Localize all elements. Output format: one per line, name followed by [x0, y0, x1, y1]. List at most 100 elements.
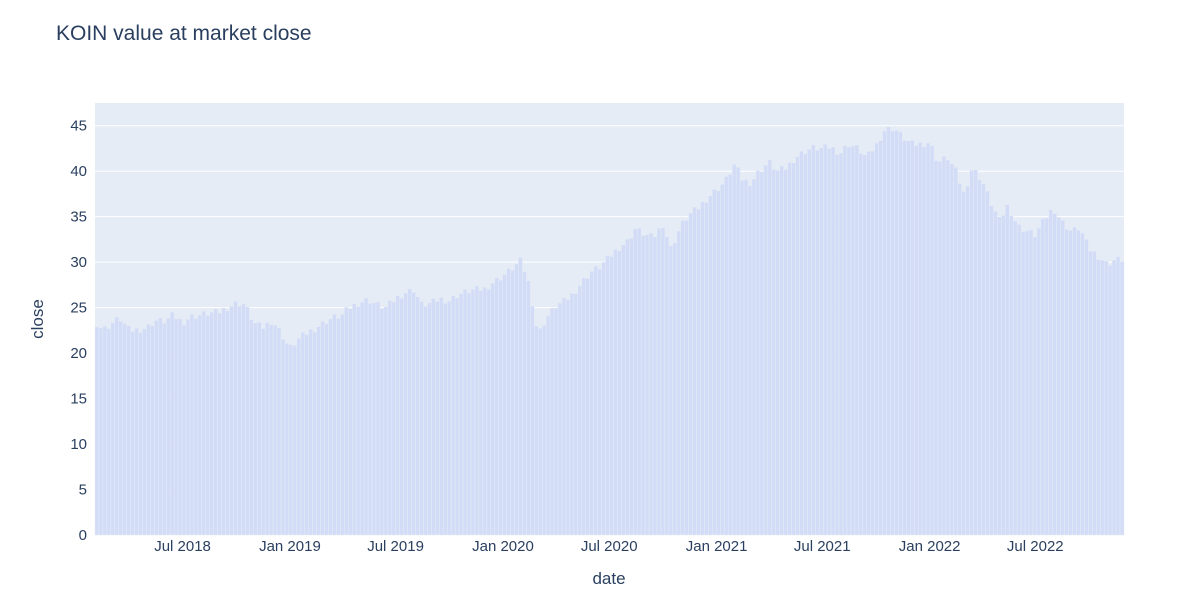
close-bar: [617, 250, 622, 536]
close-bar: [779, 165, 784, 536]
close-bar: [609, 256, 614, 536]
close-bar: [470, 289, 476, 536]
close-bar: [878, 140, 883, 536]
close-bar: [625, 238, 630, 536]
close-bar: [225, 310, 230, 536]
close-bar: [803, 153, 808, 536]
close-bar: [862, 154, 867, 536]
x-tick-label: Jul 2018: [154, 538, 211, 555]
close-bar: [712, 189, 717, 536]
close-bar: [842, 145, 848, 536]
x-tick-label: Jan 2021: [686, 538, 748, 555]
close-bar: [783, 169, 788, 536]
close-bar: [961, 191, 966, 536]
close-bar: [890, 130, 895, 536]
close-bar: [126, 325, 131, 536]
close-bar: [359, 301, 365, 536]
close-bar: [929, 145, 935, 536]
close-bar: [130, 331, 135, 536]
x-tick-label: Jan 2019: [259, 538, 321, 555]
close-bar: [589, 271, 594, 536]
close-bar: [217, 312, 222, 536]
close-bar: [561, 297, 567, 536]
close-bar: [304, 334, 309, 536]
close-bar: [316, 326, 321, 536]
close-bar: [94, 326, 100, 536]
close-bar: [264, 322, 270, 536]
close-bar: [486, 288, 492, 536]
close-bar: [692, 206, 697, 536]
close-bar: [490, 282, 495, 536]
close-bar: [522, 271, 527, 536]
close-bar: [213, 308, 218, 536]
close-bar: [146, 323, 151, 536]
close-bar: [150, 325, 155, 536]
close-bar: [838, 152, 844, 536]
close-bar: [1032, 236, 1038, 536]
close-bar: [371, 302, 377, 536]
close-bar: [846, 146, 852, 536]
close-bar: [902, 140, 907, 536]
close-bar: [549, 307, 555, 536]
close-bar: [296, 337, 302, 536]
close-bar: [787, 162, 792, 536]
close-bar: [858, 153, 864, 536]
close-bar: [696, 208, 701, 536]
close-bar: [700, 201, 705, 536]
close-bar: [553, 307, 559, 536]
close-bar: [268, 324, 274, 536]
close-bar: [185, 319, 191, 536]
close-bar: [660, 227, 666, 536]
close-bar: [526, 280, 531, 536]
close-bar: [727, 174, 733, 536]
close-bar: [193, 318, 199, 536]
close-bar: [478, 290, 484, 536]
close-bar: [850, 145, 856, 536]
close-bar: [205, 315, 211, 536]
close-bar: [450, 295, 456, 536]
close-bar: [530, 305, 535, 536]
close-bar: [506, 268, 511, 536]
close-bar: [656, 228, 662, 536]
close-bar: [300, 332, 306, 536]
close-bar: [633, 228, 638, 536]
y-tick-label: 10: [70, 436, 87, 453]
close-bar: [288, 344, 294, 536]
close-bar: [597, 268, 602, 536]
close-bar: [249, 319, 254, 536]
close-bar: [435, 301, 440, 536]
close-bar: [621, 244, 626, 536]
close-bar: [997, 216, 1002, 536]
close-bar: [640, 235, 646, 536]
close-bar: [1107, 264, 1113, 536]
close-bar: [866, 150, 871, 536]
close-bar: [925, 142, 931, 536]
close-bar: [177, 318, 183, 536]
y-tick-label: 35: [70, 209, 87, 226]
close-bar: [585, 278, 590, 536]
close-bar: [664, 236, 670, 536]
close-bar: [538, 328, 543, 536]
close-bar: [969, 170, 974, 536]
close-bar: [1005, 204, 1010, 536]
close-bar: [629, 237, 634, 536]
close-bar: [735, 166, 741, 536]
close-bar: [518, 257, 523, 536]
close-bar: [427, 302, 432, 536]
x-tick-label: Jan 2022: [899, 538, 961, 555]
close-bar: [253, 322, 258, 536]
close-bar: [348, 308, 353, 536]
close-bar: [565, 299, 571, 536]
y-axis-ticks: 0 5 10 15 20 25 30 35 40 45: [70, 118, 87, 544]
close-bar: [1064, 229, 1069, 536]
close-bar: [344, 307, 349, 536]
close-bar: [403, 292, 408, 536]
close-bar: [577, 285, 583, 536]
close-bar: [162, 323, 167, 536]
close-bar: [676, 230, 681, 536]
close-bar: [830, 146, 836, 536]
close-bar: [209, 311, 214, 536]
close-bar: [949, 163, 955, 536]
close-bar: [644, 234, 650, 536]
close-bar: [965, 185, 970, 536]
